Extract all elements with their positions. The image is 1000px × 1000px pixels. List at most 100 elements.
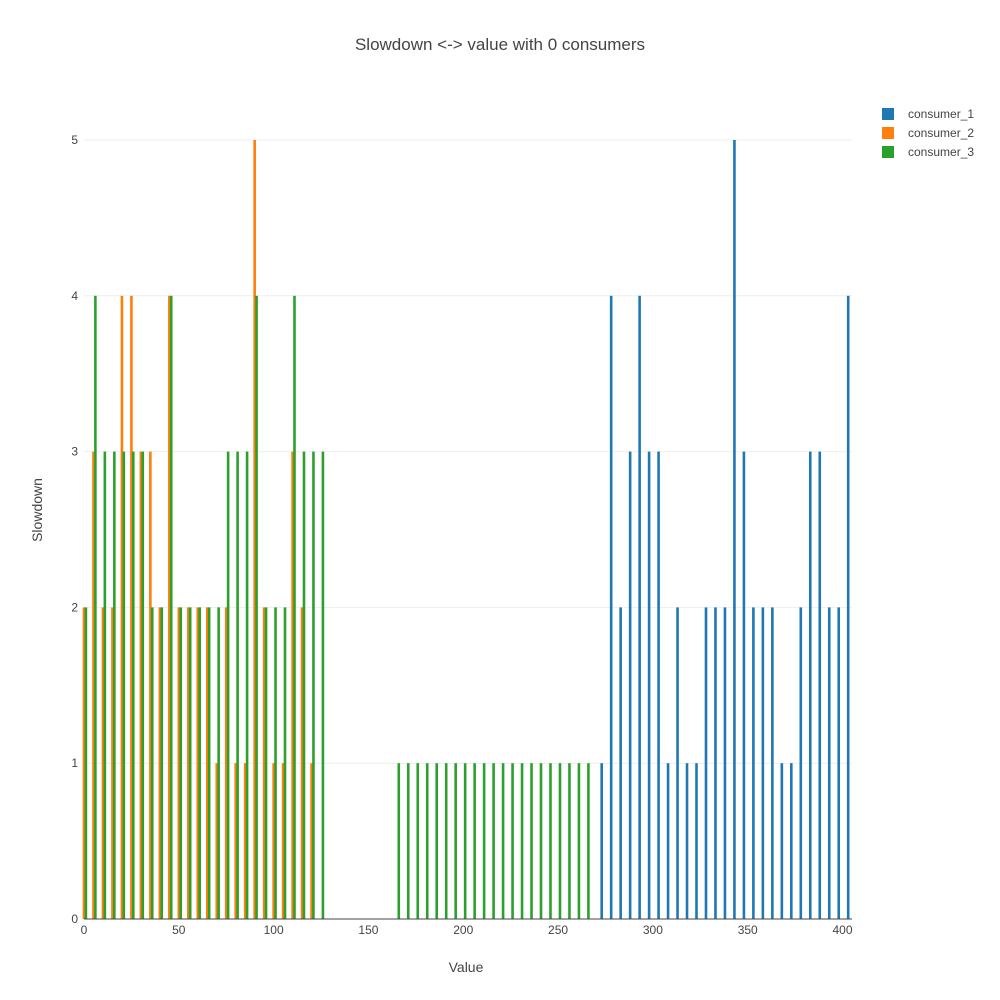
bar-consumer_1 — [827, 607, 831, 919]
bar-consumer_2 — [92, 451, 95, 919]
bar-consumer_3 — [406, 763, 410, 919]
bar-consumer_3 — [416, 763, 420, 919]
bar-consumer_3 — [283, 607, 287, 919]
bar-consumer_3 — [463, 763, 467, 919]
bar-consumer_3 — [84, 607, 88, 919]
bar-consumer_1 — [695, 763, 698, 919]
bar-consumer_3 — [454, 763, 457, 919]
y-tick-label: 1 — [71, 756, 78, 770]
bar-consumer_2 — [111, 607, 114, 919]
bar-consumer_3 — [198, 607, 201, 919]
bar-consumer_3 — [482, 763, 486, 919]
bar-consumer_3 — [312, 451, 315, 919]
bar-consumer_2 — [291, 451, 294, 919]
bar-consumer_3 — [122, 451, 126, 919]
bar-consumer_2 — [262, 607, 266, 919]
bar-consumer_3 — [169, 295, 173, 919]
bar-consumer_3 — [217, 607, 220, 919]
bar-consumer_2 — [272, 763, 275, 919]
bar-consumer_1 — [742, 451, 746, 919]
bar-consumer_1 — [733, 140, 736, 919]
legend-swatch-consumer_2 — [882, 127, 894, 139]
y-tick-label: 2 — [71, 600, 78, 614]
bar-consumer_2 — [253, 140, 256, 919]
bars — [82, 140, 850, 919]
bar-consumer_2 — [243, 763, 247, 919]
bar-consumer_3 — [274, 607, 277, 919]
bar-consumer_1 — [818, 451, 822, 919]
bar-consumer_1 — [676, 607, 679, 919]
bar-consumer_3 — [444, 763, 448, 919]
chart-title: Slowdown <-> value with 0 consumers — [355, 35, 645, 54]
bar-consumer_2 — [149, 451, 152, 919]
bar-consumer_1 — [619, 607, 622, 919]
bar-consumer_1 — [837, 607, 841, 919]
bar-consumer_3 — [397, 763, 401, 919]
bar-consumer_1 — [600, 763, 603, 919]
bar-consumer_1 — [628, 451, 632, 919]
bar-consumer_3 — [549, 763, 552, 919]
x-tick-label: 50 — [172, 923, 186, 937]
bar-consumer_3 — [113, 451, 116, 919]
bar-consumer_3 — [558, 763, 562, 919]
bar-consumer_2 — [139, 451, 143, 919]
bar-consumer_3 — [132, 451, 135, 919]
bar-consumer_3 — [501, 763, 505, 919]
y-tick-label: 3 — [71, 445, 78, 459]
bar-consumer_3 — [435, 763, 439, 919]
y-tick-labels: 0 1 2 3 4 5 — [71, 133, 78, 926]
x-tick-label: 100 — [264, 923, 284, 937]
bar-consumer_2 — [224, 607, 228, 919]
x-tick-label: 150 — [358, 923, 378, 937]
x-axis-title: Value — [449, 959, 484, 975]
bar-consumer_1 — [704, 607, 708, 919]
bar-consumer_3 — [245, 451, 249, 919]
bar-consumer_3 — [539, 763, 543, 919]
bar-consumer_1 — [790, 763, 793, 919]
bar-consumer_2 — [205, 607, 209, 919]
bar-consumer_1 — [657, 451, 660, 919]
bar-consumer_3 — [207, 607, 211, 919]
legend-swatch-consumer_1 — [882, 108, 894, 120]
bar-consumer_2 — [177, 607, 181, 919]
legend-label: consumer_3 — [908, 145, 974, 159]
bar-consumer_1 — [846, 295, 850, 919]
bar-consumer_2 — [101, 607, 105, 919]
x-tick-labels: 0 50 100 150 200 250 300 350 400 — [81, 923, 853, 937]
bar-consumer_3 — [179, 607, 183, 919]
y-tick-label: 0 — [71, 912, 78, 926]
bar-consumer_3 — [511, 763, 514, 919]
bar-consumer_3 — [160, 607, 164, 919]
x-tick-label: 250 — [548, 923, 568, 937]
bar-consumer_3 — [103, 451, 107, 919]
bar-consumer_1 — [780, 763, 784, 919]
bar-consumer_1 — [808, 451, 812, 919]
bar-consumer_2 — [310, 763, 313, 919]
bar-consumer_1 — [799, 607, 803, 919]
bar-consumer_1 — [723, 607, 727, 919]
bar-consumer_3 — [141, 451, 145, 919]
legend-swatch-consumer_3 — [882, 146, 894, 158]
legend-label: consumer_1 — [908, 107, 974, 121]
bar-consumer_3 — [236, 451, 239, 919]
bar-consumer_3 — [188, 607, 192, 919]
bar-consumer_3 — [150, 607, 154, 919]
bar-consumer_3 — [321, 451, 325, 919]
bar-consumer_1 — [638, 295, 641, 919]
bar-consumer_2 — [168, 295, 171, 919]
x-tick-label: 300 — [643, 923, 663, 937]
bar-consumer_1 — [714, 607, 717, 919]
bar-consumer_2 — [186, 607, 190, 919]
y-tick-label: 4 — [71, 289, 78, 303]
bar-consumer_3 — [568, 763, 571, 919]
bar-consumer_3 — [94, 295, 97, 919]
bar-consumer_3 — [530, 763, 533, 919]
bar-consumer_2 — [234, 763, 238, 919]
x-tick-label: 200 — [453, 923, 473, 937]
bar-consumer_2 — [130, 295, 133, 919]
bar-consumer_3 — [264, 607, 268, 919]
bar-consumer_2 — [281, 763, 285, 919]
bar-consumer_3 — [302, 451, 306, 919]
bar-consumer_3 — [255, 295, 258, 919]
